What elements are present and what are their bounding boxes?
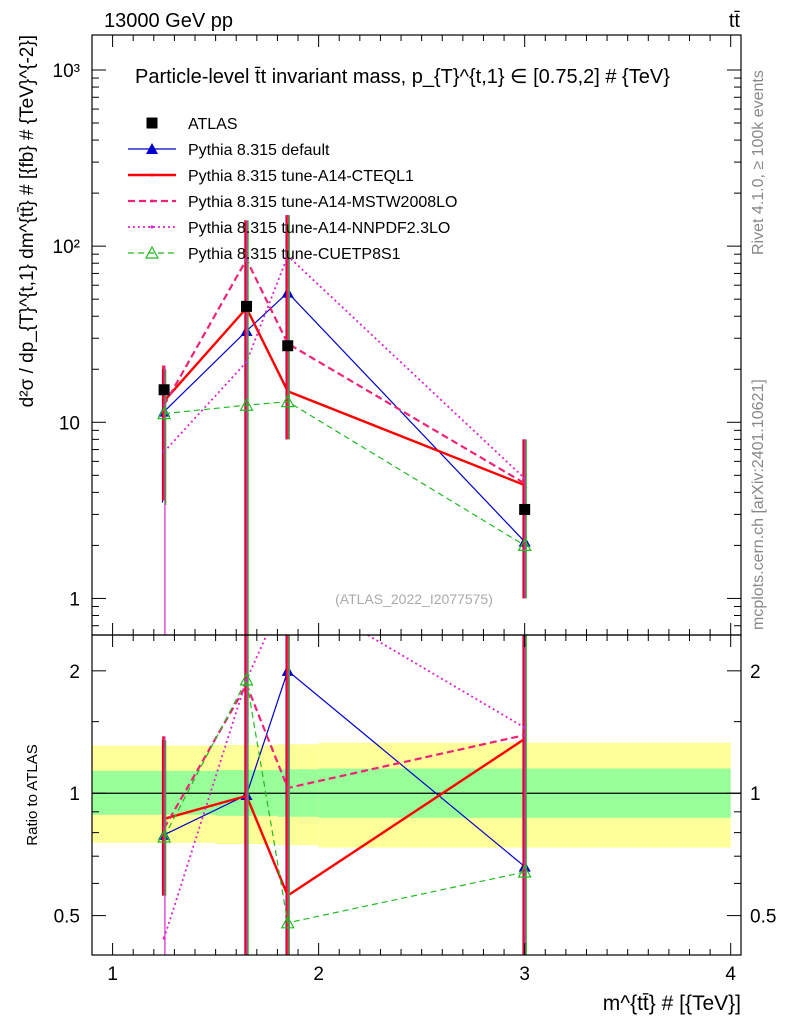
x-axis-title: m^{tt̄} # [{TeV}] <box>603 992 741 1015</box>
ratio-point-cuetp8s1-1 <box>239 672 254 686</box>
legend-entry-nnpdf: Pythia 8.315 tune-A14-NNPDF2.3LO <box>128 220 450 237</box>
main-point-cuetp8s1-1 <box>239 397 254 411</box>
main-series-cteql1 <box>162 215 527 635</box>
main-point-atlas-1 <box>241 300 253 312</box>
legend-label-default: Pythia 8.315 default <box>188 142 330 159</box>
analysis-watermark: (ATLAS_2022_I2077575) <box>335 591 493 607</box>
legend-entry-cuetp8s1: Pythia 8.315 tune-CUETP8S1 <box>128 245 401 263</box>
legend-entry-mstw: Pythia 8.315 tune-A14-MSTW2008LO <box>128 194 457 211</box>
main-point-cuetp8s1-3 <box>517 538 532 552</box>
ratio-tick-label-right-2: 2 <box>750 662 761 683</box>
ratio-line-cuetp8s1 <box>163 678 525 924</box>
legend-marker-cuetp8s1 <box>144 245 160 259</box>
legend: ATLAS Pythia 8.315 default Pythia 8.315 … <box>128 116 457 263</box>
legend-marker-atlas <box>146 117 158 129</box>
ratio-point-nnpdf-3 <box>523 726 527 730</box>
ratio-point-cuetp8s1-0 <box>157 829 172 843</box>
main-line-cteql1 <box>163 305 526 487</box>
ratio-line-mstw <box>163 682 525 829</box>
y-tick-label-10: 10 <box>59 413 80 434</box>
rivet-version-label: Rivet 4.1.0, ≥ 100k events <box>750 70 767 255</box>
ratio-tick-label-right-1: 1 <box>750 784 761 805</box>
main-line-default <box>163 291 526 543</box>
ratio-axis-title: Ratio to ATLAS <box>24 744 41 845</box>
ratio-panel-series <box>157 586 532 955</box>
ratio-point-cuetp8s1-3 <box>517 864 532 878</box>
x-tick-labels: 1 2 3 4 <box>107 964 736 985</box>
legend-label-atlas: ATLAS <box>188 116 238 133</box>
ratio-y-tick-labels: 0.5 1 2 0.5 1 2 <box>54 662 777 928</box>
legend-label-cteql1: Pythia 8.315 tune-A14-CTEQL1 <box>188 168 414 185</box>
main-series-atlas <box>158 300 531 515</box>
main-line-cuetp8s1 <box>164 401 525 546</box>
legend-label-mstw: Pythia 8.315 tune-A14-MSTW2008LO <box>188 194 457 211</box>
main-point-nnpdf-1 <box>245 360 249 364</box>
main-series-default <box>158 215 531 635</box>
ratio-tick-label-1: 1 <box>69 784 80 805</box>
ratio-panel-frame <box>91 634 742 956</box>
ratio-point-nnpdf-0 <box>162 936 166 940</box>
main-point-cuetp8s1-0 <box>157 406 172 420</box>
axis-ticks <box>92 35 741 955</box>
ratio-line-cteql1 <box>163 737 526 898</box>
ratio-series-nnpdf <box>162 586 527 955</box>
legend-label-nnpdf: Pythia 8.315 tune-A14-NNPDF2.3LO <box>188 220 450 237</box>
legend-entry-default: Pythia 8.315 default <box>128 142 330 159</box>
y-tick-label-1: 1 <box>69 589 80 610</box>
main-series-nnpdf <box>162 215 527 635</box>
ratio-tick-label-2: 2 <box>69 662 80 683</box>
main-series-mstw <box>162 215 527 635</box>
main-line-nnpdf <box>163 254 526 480</box>
mcplots-source-label: mcplots.cern.ch [arXiv:2401.10621] <box>750 379 767 630</box>
x-tick-label-3: 3 <box>519 964 530 985</box>
y-axis-title: d²σ / dp_{T}^{t,1} dm^{tt̄} # [{fb} # {T… <box>17 35 38 407</box>
ratio-series-mstw <box>162 635 527 955</box>
process-label: tt̄ <box>729 10 741 32</box>
ratio-series-cuetp8s1 <box>157 635 532 955</box>
ratio-line-default <box>163 669 526 868</box>
ratio-line-nnpdf <box>163 635 526 939</box>
x-tick-label-2: 2 <box>313 964 324 985</box>
main-point-nnpdf-2 <box>286 254 290 258</box>
main-point-cuetp8s1-2 <box>280 394 295 408</box>
main-point-atlas-2 <box>282 340 294 352</box>
legend-marker-nnpdf <box>150 225 154 229</box>
main-series-cuetp8s1 <box>157 215 532 635</box>
legend-marker-default <box>146 143 158 154</box>
y-tick-label-1000: 10³ <box>53 61 80 82</box>
legend-entry-cteql1: Pythia 8.315 tune-A14-CTEQL1 <box>128 168 414 185</box>
x-tick-label-1: 1 <box>107 964 118 985</box>
main-point-nnpdf-3 <box>523 476 527 480</box>
energy-label: 13000 GeV pp <box>104 10 233 32</box>
main-point-atlas-3 <box>519 503 531 515</box>
legend-entry-atlas: ATLAS <box>146 116 238 133</box>
main-panel-series <box>157 215 532 635</box>
ratio-tick-label-right-0.5: 0.5 <box>750 907 776 928</box>
ratio-point-nnpdf-1 <box>245 678 249 682</box>
main-point-atlas-0 <box>158 384 170 396</box>
ratio-point-cuetp8s1-2 <box>280 915 295 929</box>
legend-marker-mstw <box>150 199 154 203</box>
legend-label-cuetp8s1: Pythia 8.315 tune-CUETP8S1 <box>188 246 401 263</box>
main-y-tick-labels: 1 10 10² 10³ <box>53 61 80 610</box>
main-line-mstw <box>163 257 526 485</box>
x-tick-label-4: 4 <box>725 964 736 985</box>
legend-marker-cteql1 <box>150 173 154 177</box>
main-point-nnpdf-0 <box>162 450 166 454</box>
y-tick-label-100: 10² <box>53 237 80 258</box>
ratio-tick-label-0.5: 0.5 <box>54 907 80 928</box>
ratio-point-nnpdf-2 <box>286 586 289 589</box>
ratio-series-cteql1 <box>162 635 527 955</box>
plot-title: Particle-level t̄t invariant mass, p_{T}… <box>135 66 670 88</box>
